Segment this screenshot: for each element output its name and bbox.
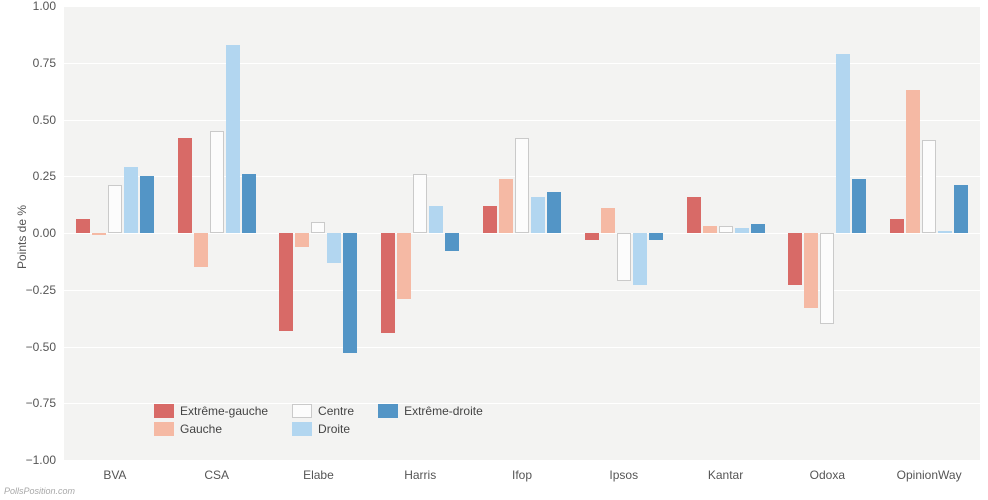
bar bbox=[938, 231, 952, 233]
legend-label: Gauche bbox=[180, 422, 222, 436]
plot-area: −1.00−0.75−0.50−0.250.000.250.500.751.00… bbox=[64, 6, 980, 460]
y-axis-label: Points de % bbox=[15, 205, 29, 269]
bar bbox=[703, 226, 717, 233]
bar bbox=[343, 233, 357, 353]
legend-label: Centre bbox=[318, 404, 354, 418]
bar bbox=[279, 233, 293, 331]
legend-item: Extrême-droite bbox=[378, 404, 483, 418]
bar bbox=[140, 176, 154, 233]
x-tick-label: Ifop bbox=[512, 468, 532, 482]
bar bbox=[92, 233, 106, 235]
legend-swatch bbox=[292, 422, 312, 436]
bar bbox=[751, 224, 765, 233]
bar bbox=[601, 208, 615, 233]
bar bbox=[429, 206, 443, 233]
bar bbox=[381, 233, 395, 333]
bar bbox=[735, 228, 749, 233]
bar bbox=[242, 174, 256, 233]
bar bbox=[76, 219, 90, 233]
bar bbox=[515, 138, 529, 233]
x-tick-label: BVA bbox=[103, 468, 126, 482]
bar bbox=[617, 233, 631, 281]
bar bbox=[327, 233, 341, 263]
legend: Extrême-gauche Gauche Centre Droite Extrême-… bbox=[154, 404, 483, 436]
bar bbox=[483, 206, 497, 233]
legend-swatch bbox=[154, 404, 174, 418]
bar bbox=[178, 138, 192, 233]
legend-swatch bbox=[378, 404, 398, 418]
legend-item: Droite bbox=[292, 422, 354, 436]
bar bbox=[210, 131, 224, 233]
y-tick-label: 0.00 bbox=[33, 226, 64, 240]
gridline bbox=[64, 460, 980, 461]
bar bbox=[547, 192, 561, 233]
x-tick-label: Odoxa bbox=[810, 468, 845, 482]
bar bbox=[954, 185, 968, 233]
bar bbox=[226, 45, 240, 233]
bar bbox=[719, 226, 733, 233]
x-tick-label: Harris bbox=[404, 468, 436, 482]
chart-container: Points de % −1.00−0.75−0.50−0.250.000.25… bbox=[0, 0, 988, 500]
bar bbox=[124, 167, 138, 233]
bar bbox=[836, 54, 850, 233]
bar bbox=[906, 90, 920, 233]
x-tick-label: Kantar bbox=[708, 468, 743, 482]
gridline bbox=[64, 6, 980, 7]
legend-item: Centre bbox=[292, 404, 354, 418]
legend-label: Droite bbox=[318, 422, 350, 436]
x-tick-label: CSA bbox=[204, 468, 229, 482]
bar bbox=[804, 233, 818, 308]
x-tick-label: Elabe bbox=[303, 468, 334, 482]
bar bbox=[397, 233, 411, 299]
bar bbox=[852, 179, 866, 233]
bar bbox=[445, 233, 459, 251]
bar bbox=[194, 233, 208, 267]
bar bbox=[922, 140, 936, 233]
y-tick-label: −0.25 bbox=[26, 283, 64, 297]
bar bbox=[295, 233, 309, 247]
x-tick-label: OpinionWay bbox=[897, 468, 962, 482]
bar bbox=[531, 197, 545, 233]
legend-item: Extrême-gauche bbox=[154, 404, 268, 418]
y-tick-label: −0.75 bbox=[26, 396, 64, 410]
x-tick-label: Ipsos bbox=[609, 468, 638, 482]
bar bbox=[890, 219, 904, 233]
legend-column: Extrême-droite bbox=[378, 404, 483, 436]
bar bbox=[413, 174, 427, 233]
y-tick-label: −1.00 bbox=[26, 453, 64, 467]
legend-label: Extrême-gauche bbox=[180, 404, 268, 418]
y-tick-label: −0.50 bbox=[26, 340, 64, 354]
legend-label: Extrême-droite bbox=[404, 404, 483, 418]
bar bbox=[820, 233, 834, 324]
attribution: PollsPosition.com bbox=[4, 486, 75, 496]
y-tick-label: 0.25 bbox=[33, 169, 64, 183]
gridline bbox=[64, 347, 980, 348]
bar bbox=[649, 233, 663, 240]
y-tick-label: 1.00 bbox=[33, 0, 64, 13]
legend-item: Gauche bbox=[154, 422, 268, 436]
legend-column: Extrême-gauche Gauche bbox=[154, 404, 268, 436]
y-tick-label: 0.75 bbox=[33, 56, 64, 70]
bar bbox=[108, 185, 122, 233]
bar bbox=[687, 197, 701, 233]
legend-swatch bbox=[292, 404, 312, 418]
bar bbox=[585, 233, 599, 240]
bar bbox=[788, 233, 802, 285]
bar bbox=[633, 233, 647, 285]
bar bbox=[311, 222, 325, 233]
legend-column: Centre Droite bbox=[292, 404, 354, 436]
bar bbox=[499, 179, 513, 233]
y-tick-label: 0.50 bbox=[33, 113, 64, 127]
gridline bbox=[64, 290, 980, 291]
legend-swatch bbox=[154, 422, 174, 436]
